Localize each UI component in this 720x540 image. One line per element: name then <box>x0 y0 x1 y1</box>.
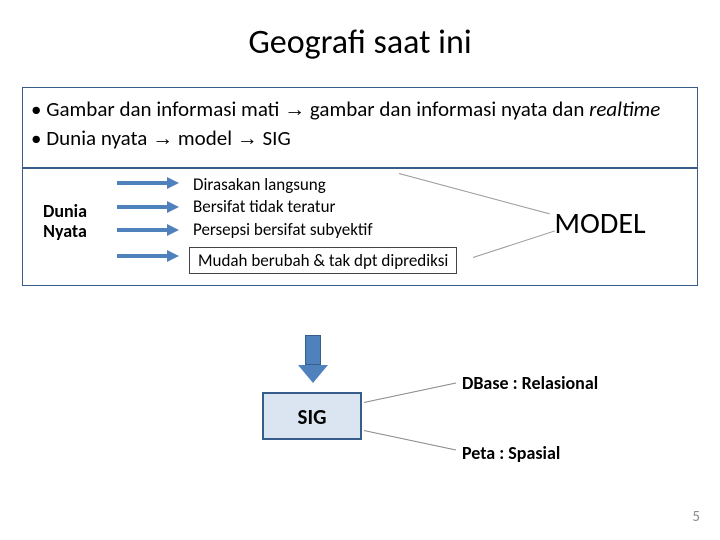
model-label: MODEL <box>525 205 675 242</box>
dunia-nyata-label: Dunia Nyata <box>43 201 87 242</box>
peta-label: Peta : Spasial <box>462 442 560 464</box>
dunia-line1: Dunia <box>43 201 87 222</box>
connector-line <box>364 430 456 451</box>
bullet-2-text-c: SIG <box>258 125 291 151</box>
page-title: Geografi saat ini <box>0 0 720 63</box>
connector-line <box>364 382 456 403</box>
arrow-right-icon <box>117 251 179 261</box>
arrow-right-icon <box>117 178 179 188</box>
char-line-3: Persepsi bersifat subyektif <box>193 219 373 242</box>
char-line-1: Dirasakan langsung <box>193 174 373 197</box>
dbase-label: DBase : Relasional <box>462 372 598 394</box>
dunia-line2: Nyata <box>43 221 87 242</box>
bullet-1: Gambar dan informasi mati → gambar dan i… <box>31 96 681 123</box>
diagram-box: Dunia Nyata Dirasakan langsung Bersifat … <box>22 168 698 286</box>
bullet-2: Dunia nyata → model → SIG <box>31 125 681 152</box>
bullet-2-text-b: model <box>173 125 237 151</box>
arrow-down-icon <box>298 335 328 385</box>
sig-box: SIG <box>262 392 362 440</box>
arrow-right-icon <box>117 225 179 235</box>
char-line-2: Bersifat tidak teratur <box>193 196 373 219</box>
bullet-2-text-a: Dunia nyata <box>46 125 152 151</box>
arrow-right-icon <box>117 202 179 212</box>
characteristics-list: Dirasakan langsung Bersifat tidak teratu… <box>193 174 373 243</box>
arrow-icon: → <box>152 127 173 150</box>
arrow-icon: → <box>237 127 258 150</box>
bullet-1-text-b: gambar dan informasi nyata dan <box>305 96 589 122</box>
arrow-icon: → <box>284 98 305 121</box>
char-line-4-box: Mudah berubah & tak dpt diprediksi <box>189 247 457 274</box>
page-number: 5 <box>692 508 700 526</box>
bullet-list: Gambar dan informasi mati → gambar dan i… <box>22 87 698 168</box>
bullet-1-italic: realtime <box>589 96 660 122</box>
bullet-1-text-a: Gambar dan informasi mati <box>46 96 284 122</box>
